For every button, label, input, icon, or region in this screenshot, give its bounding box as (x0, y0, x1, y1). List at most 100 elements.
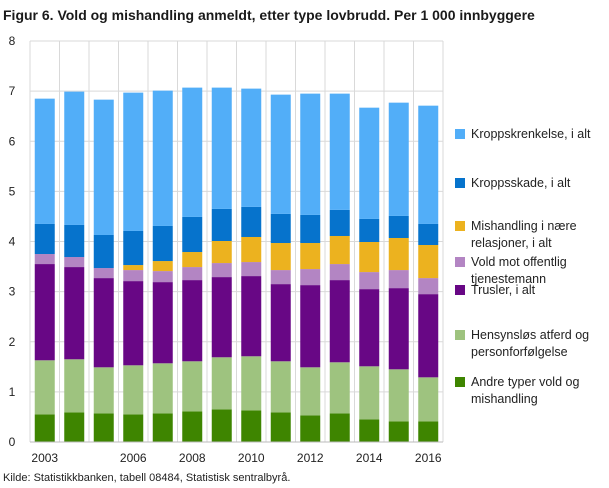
bar-segment-2013: Vold mot offentlig tjenestemann 2013: 0.… (329, 264, 350, 281)
bar-segment-2004: Trusler, i alt 2004: 1.84 (64, 267, 85, 360)
bar-segment-2016: Andre typer vold og mishandling 2016: 0.… (418, 421, 439, 442)
bar-segment-2005: Andre typer vold og mishandling 2005: 0.… (93, 413, 114, 442)
x-tick-label: 2010 (238, 451, 265, 465)
legend-label: Vold mot offentlig (471, 255, 567, 269)
bar-segment-2013: Andre typer vold og mishandling 2013: 0.… (329, 413, 350, 442)
bar-segment-2007: Mishandling i nære relasjoner, i alt 200… (152, 261, 173, 272)
bar-segment-2006: Kroppskrenkelse, i alt 2006: 2.76 (123, 92, 144, 231)
legend-swatch (455, 129, 465, 139)
y-tick-label: 6 (9, 134, 16, 148)
bar-segment-2015: Kroppsskade, i alt 2015: 0.44 (388, 215, 409, 238)
bar-segment-2006: Vold mot offentlig tjenestemann 2006: 0.… (123, 270, 144, 282)
legend-swatch (455, 330, 465, 340)
chart-title: Figur 6. Vold og mishandling anmeldt, et… (3, 7, 535, 23)
bar-segment-2015: Vold mot offentlig tjenestemann 2015: 0.… (388, 270, 409, 289)
bar-segment-2007: Trusler, i alt 2007: 1.62 (152, 282, 173, 364)
bar-segment-2003: Andre typer vold og mishandling 2003: 0.… (34, 414, 55, 442)
bar-segment-2009: Trusler, i alt 2009: 1.6 (211, 277, 232, 358)
bar-segment-2011: Kroppskrenkelse, i alt 2011: 2.38 (270, 94, 291, 214)
bar-segment-2016: Kroppskrenkelse, i alt 2016: 2.36 (418, 105, 439, 224)
bar-segment-2008: Kroppskrenkelse, i alt 2008: 2.58 (182, 87, 203, 217)
bar-segment-2014: Mishandling i nære relasjoner, i alt 201… (359, 242, 380, 273)
bar-segment-2015: Hensynsløs atferd og personforfølgelse 2… (388, 369, 409, 422)
legend-swatch (455, 377, 465, 387)
bar-segment-2010: Trusler, i alt 2010: 1.6 (241, 276, 262, 357)
legend-label: relasjoner, i alt (471, 236, 552, 250)
bar-segment-2006: Hensynsløs atferd og personforfølgelse 2… (123, 365, 144, 415)
bar-segment-2010: Vold mot offentlig tjenestemann 2010: 0.… (241, 262, 262, 277)
bar-segment-2010: Andre typer vold og mishandling 2010: 0.… (241, 410, 262, 442)
bar-segment-2007: Kroppskrenkelse, i alt 2007: 2.7 (152, 90, 173, 226)
legend-label: Trusler, i alt (471, 283, 536, 297)
bar-segment-2015: Andre typer vold og mishandling 2015: 0.… (388, 421, 409, 442)
bar-segment-2008: Hensynsløs atferd og personforfølgelse 2… (182, 361, 203, 412)
y-tick-label: 3 (9, 285, 16, 299)
legend-label: Andre typer vold og (471, 375, 580, 389)
bar-segment-2006: Kroppsskade, i alt 2006: 0.68 (123, 230, 144, 266)
legend-item: Trusler, i alt (455, 282, 603, 299)
bar-segment-2009: Mishandling i nære relasjoner, i alt 200… (211, 240, 232, 264)
bar-segment-2008: Vold mot offentlig tjenestemann 2008: 0.… (182, 267, 203, 281)
bar-segment-2009: Andre typer vold og mishandling 2009: 0.… (211, 409, 232, 442)
legend-item: Kroppsskade, i alt (455, 175, 603, 192)
bar-segment-2012: Mishandling i nære relasjoner, i alt 201… (300, 243, 321, 270)
x-tick-label: 2006 (120, 451, 147, 465)
bar-segment-2005: Kroppsskade, i alt 2005: 0.66 (93, 234, 114, 269)
bar-segment-2007: Kroppsskade, i alt 2007: 0.7 (152, 225, 173, 262)
bar-segment-2004: Vold mot offentlig tjenestemann 2004: 0.… (64, 257, 85, 268)
source-note: Kilde: Statistikkbanken, tabell 08484, S… (3, 472, 291, 484)
legend-swatch (455, 178, 465, 188)
bar-segment-2015: Kroppskrenkelse, i alt 2015: 2.26 (388, 102, 409, 216)
bar-segment-2008: Trusler, i alt 2008: 1.62 (182, 280, 203, 362)
y-tick-label: 1 (9, 385, 16, 399)
bar-segment-2014: Kroppskrenkelse, i alt 2014: 2.22 (359, 107, 380, 219)
legend-label: mishandling (471, 392, 538, 406)
bar-segment-2016: Hensynsløs atferd og personforfølgelse 2… (418, 377, 439, 422)
bar-segment-2003: Trusler, i alt 2003: 1.92 (34, 264, 55, 361)
bar-segment-2014: Trusler, i alt 2014: 1.54 (359, 289, 380, 367)
bar-segment-2013: Kroppskrenkelse, i alt 2013: 2.32 (329, 93, 350, 210)
bar-segment-2005: Vold mot offentlig tjenestemann 2005: 0.… (93, 268, 114, 279)
legend-item: Hensynsløs atferd og personforfølgelse (455, 327, 603, 361)
bar-segment-2003: Hensynsløs atferd og personforfølgelse 2… (34, 360, 55, 415)
legend-swatch (455, 221, 465, 231)
bar-segment-2004: Andre typer vold og mishandling 2004: 0.… (64, 412, 85, 442)
y-tick-label: 8 (9, 34, 16, 48)
bar-segment-2013: Mishandling i nære relasjoner, i alt 201… (329, 235, 350, 265)
legend-item: Vold mot offentlig tjenestemann (455, 254, 603, 288)
y-tick-label: 5 (9, 184, 16, 198)
legend-swatch (455, 285, 465, 295)
bar-segment-2003: Kroppskrenkelse, i alt 2003: 2.5 (34, 98, 55, 224)
legend-label: Kroppsskade, i alt (471, 176, 571, 190)
bar-segment-2005: Hensynsløs atferd og personforfølgelse 2… (93, 367, 114, 414)
bar-segment-2005: Kroppskrenkelse, i alt 2005: 2.7 (93, 99, 114, 235)
bar-segment-2016: Mishandling i nære relasjoner, i alt 201… (418, 245, 439, 279)
bar-segment-2010: Hensynsløs atferd og personforfølgelse 2… (241, 356, 262, 411)
bar-segment-2015: Mishandling i nære relasjoner, i alt 201… (388, 237, 409, 271)
legend-item: Mishandling i nære relasjoner, i alt (455, 218, 603, 252)
bar-segment-2013: Trusler, i alt 2013: 1.64 (329, 280, 350, 363)
bar-segment-2011: Kroppsskade, i alt 2011: 0.58 (270, 213, 291, 244)
bar-segment-2014: Kroppsskade, i alt 2014: 0.46 (359, 218, 380, 243)
bar-segment-2012: Kroppsskade, i alt 2012: 0.56 (300, 214, 321, 244)
bar-segment-2015: Trusler, i alt 2015: 1.62 (388, 288, 409, 370)
bar-segment-2010: Mishandling i nære relasjoner, i alt 201… (241, 236, 262, 263)
bar-segment-2012: Vold mot offentlig tjenestemann 2012: 0.… (300, 269, 321, 286)
bar-segment-2008: Mishandling i nære relasjoner, i alt 200… (182, 252, 203, 268)
bar-segment-2009: Vold mot offentlig tjenestemann 2009: 0.… (211, 263, 232, 278)
legend-swatch (455, 257, 465, 267)
bar-segment-2011: Mishandling i nære relasjoner, i alt 201… (270, 243, 291, 271)
bar-segment-2016: Kroppsskade, i alt 2016: 0.42 (418, 223, 439, 246)
bar-segment-2008: Andre typer vold og mishandling 2008: 0.… (182, 411, 203, 442)
bar-segment-2010: Kroppskrenkelse, i alt 2010: 2.36 (241, 88, 262, 207)
bar-segment-2009: Kroppsskade, i alt 2009: 0.64 (211, 208, 232, 241)
bar-segment-2003: Kroppsskade, i alt 2003: 0.6 (34, 223, 55, 255)
y-tick-label: 7 (9, 84, 16, 98)
bar-segment-2016: Vold mot offentlig tjenestemann 2016: 0.… (418, 278, 439, 295)
bar-segment-2007: Andre typer vold og mishandling 2007: 0.… (152, 413, 173, 442)
bar-segment-2004: Hensynsløs atferd og personforfølgelse 2… (64, 359, 85, 413)
legend-label: tjenestemann (471, 272, 547, 286)
legend-item: Kroppskrenkelse, i alt (455, 126, 603, 143)
bar-segment-2004: Kroppskrenkelse, i alt 2004: 2.66 (64, 91, 85, 225)
